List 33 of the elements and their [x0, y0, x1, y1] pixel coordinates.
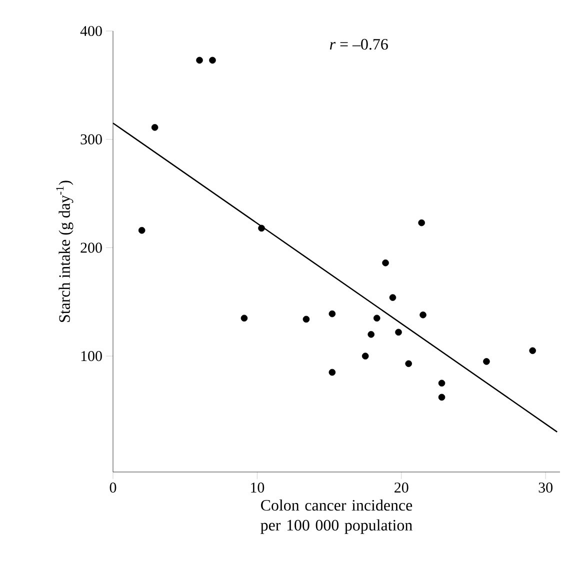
point — [418, 219, 425, 226]
point — [395, 328, 402, 336]
x-tick-label: 30 — [538, 482, 552, 493]
point — [438, 380, 446, 387]
point — [258, 224, 265, 232]
point — [405, 360, 412, 368]
point — [420, 311, 426, 318]
point — [328, 368, 336, 376]
point — [138, 226, 146, 234]
point — [240, 314, 248, 322]
y-axis-title: Starch intake (g day$^{-1}$) — [56, 180, 74, 322]
x-tick-label: 0 — [110, 482, 116, 493]
point — [438, 394, 446, 401]
y-tick-label: 100 — [81, 351, 102, 362]
x-tick-label: 20 — [394, 482, 408, 493]
y-tick-label: 200 — [80, 242, 102, 253]
point — [196, 56, 203, 64]
point — [209, 56, 216, 64]
point — [362, 352, 369, 360]
point — [529, 347, 536, 354]
point — [382, 259, 389, 266]
point — [151, 124, 158, 131]
point — [483, 358, 490, 365]
y-tick-label: 300 — [80, 134, 102, 144]
annotation: r = –0.76 — [330, 38, 388, 50]
x-tick-label: 10 — [251, 482, 264, 493]
point — [368, 330, 375, 338]
point — [328, 310, 336, 318]
point — [302, 316, 310, 323]
y-tick-label: 400 — [80, 26, 102, 36]
point — [373, 314, 380, 322]
point — [389, 294, 396, 301]
x-axis-title: Colon cancer incidence per 100 000 population — [260, 499, 412, 534]
